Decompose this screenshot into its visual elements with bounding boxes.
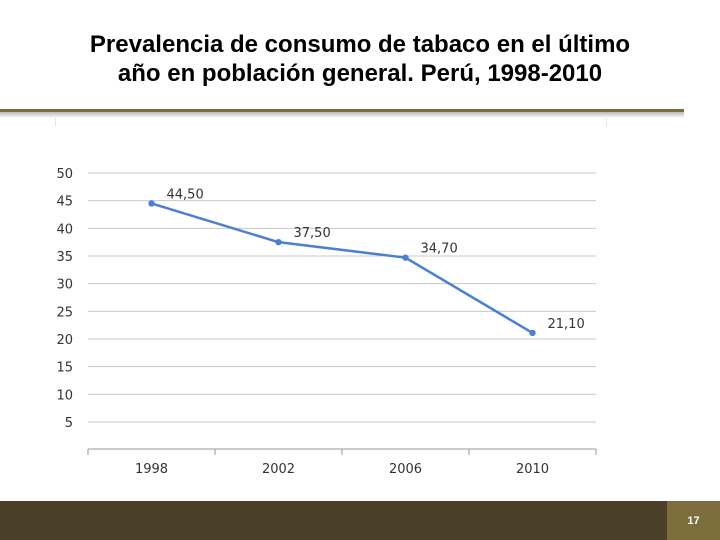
x-tick-label: 2002 bbox=[262, 462, 295, 477]
y-tick-label: 20 bbox=[56, 333, 73, 348]
page-number: 17 bbox=[667, 501, 720, 540]
title-divider bbox=[0, 109, 684, 112]
title-line-1: Prevalencia de consumo de tabaco en el ú… bbox=[89, 31, 631, 58]
data-label: 37,50 bbox=[294, 226, 331, 241]
y-tick-label: 30 bbox=[56, 278, 73, 293]
data-point bbox=[402, 254, 409, 261]
y-tick-label: 10 bbox=[56, 388, 73, 403]
x-tick-label: 1998 bbox=[135, 462, 168, 477]
slide-title: Prevalencia de consumo de tabaco en el ú… bbox=[0, 30, 720, 88]
series-line bbox=[151, 202, 534, 334]
footer-bar bbox=[0, 501, 720, 540]
line-chart: 5 10 15 20 25 30 35 40 45 50 1998 2002 2006 2010 44,50… bbox=[56, 167, 597, 477]
data-point bbox=[529, 329, 536, 337]
chart-frame bbox=[55, 118, 607, 126]
y-tick-label: 25 bbox=[56, 305, 73, 320]
y-tick-label: 15 bbox=[56, 361, 73, 376]
data-label: 44,50 bbox=[167, 187, 204, 202]
x-tick-label: 2010 bbox=[516, 462, 549, 477]
data-label: 34,70 bbox=[421, 242, 458, 257]
title-divider-shadow bbox=[0, 112, 684, 118]
y-tick-label: 45 bbox=[56, 195, 73, 210]
y-tick-label: 35 bbox=[56, 250, 73, 265]
data-label: 21,10 bbox=[548, 317, 585, 332]
title-line-2: año en población general. Perú, 1998-201… bbox=[117, 60, 603, 87]
y-tick-label: 5 bbox=[65, 416, 73, 431]
x-tick-label: 2006 bbox=[389, 462, 422, 477]
y-tick-label: 40 bbox=[56, 222, 73, 237]
data-point bbox=[148, 200, 155, 207]
y-tick-label: 50 bbox=[56, 167, 73, 182]
data-point bbox=[275, 238, 282, 246]
